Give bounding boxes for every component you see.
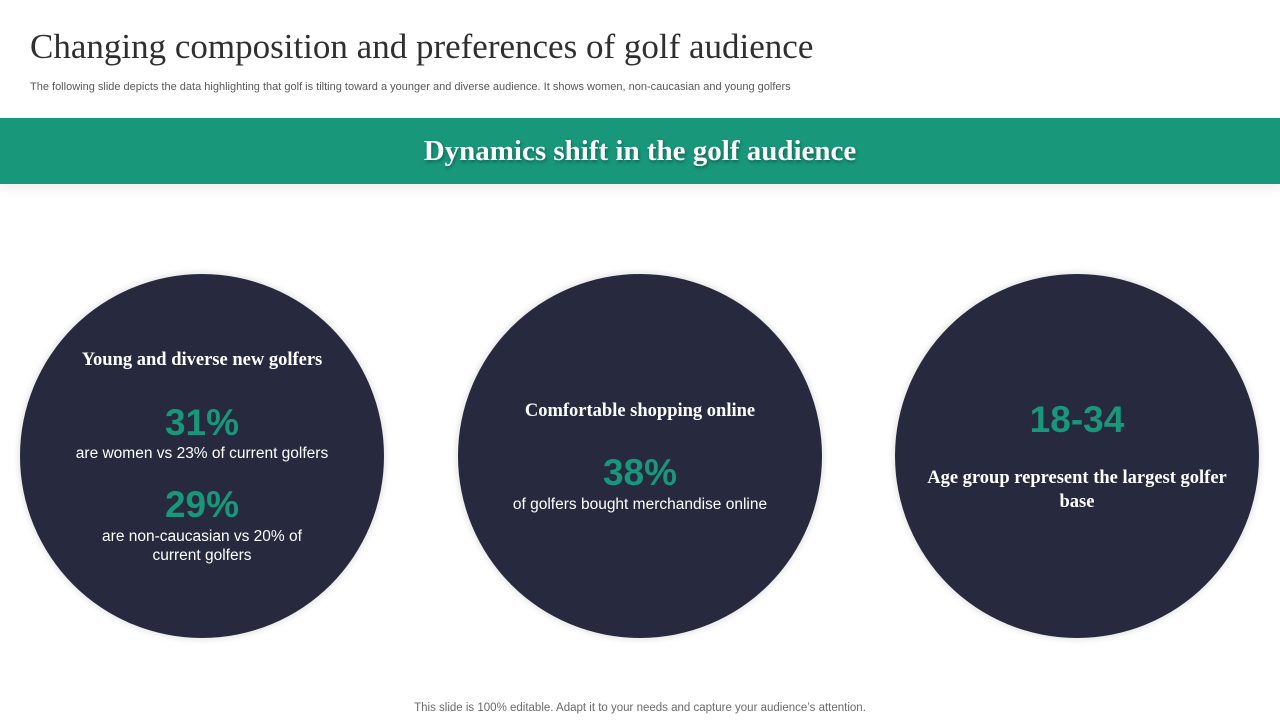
circle-heading: Age group represent the largest golfer b…	[927, 468, 1227, 512]
stat-value: 31%	[164, 402, 240, 443]
stat-description: are non-caucasian vs 20% of current golf…	[102, 528, 302, 564]
stat-circle-online-shopping: Comfortable shopping online 38% of golfe…	[458, 274, 822, 638]
stat-value: 18-34	[1029, 399, 1125, 440]
footer-note: This slide is 100% editable. Adapt it to…	[414, 702, 866, 714]
slide-subtitle: The following slide depicts the data hig…	[30, 81, 791, 93]
stat-circle-diversity: Young and diverse new golfers 31% are wo…	[20, 274, 384, 638]
stat-description: are women vs 23% of current golfers	[75, 445, 329, 462]
stat-value: 29%	[164, 484, 240, 525]
stat-description: of golfers bought merchandise online	[512, 496, 768, 513]
banner-title: Dynamics shift in the golf audience	[423, 134, 857, 167]
circle-heading: Comfortable shopping online	[524, 401, 756, 421]
stat-value: 38%	[602, 452, 678, 493]
slide-title: Changing composition and preferences of …	[30, 27, 814, 66]
stat-circle-age-group: 18-34 Age group represent the largest go…	[895, 274, 1259, 638]
circle-heading: Young and diverse new golfers	[81, 350, 323, 370]
section-banner: Dynamics shift in the golf audience	[0, 118, 1280, 184]
